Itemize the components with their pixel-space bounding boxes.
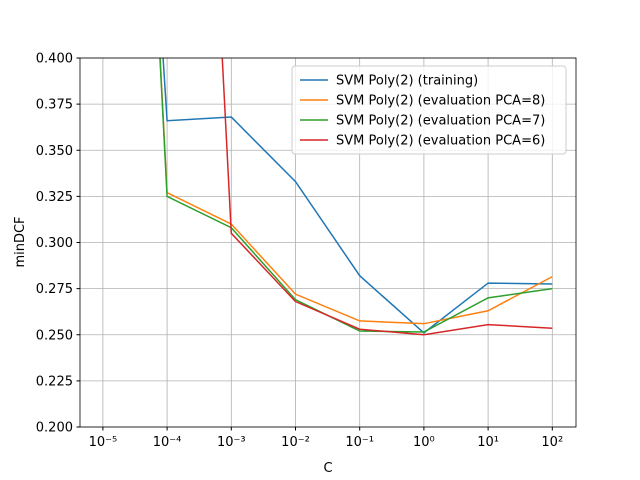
line-series: [159, 58, 553, 333]
y-tick-label: 0.400: [36, 52, 73, 67]
y-tick-label: 0.375: [36, 98, 73, 113]
x-tick-label: 10⁻³: [217, 435, 246, 450]
line-series: [159, 58, 553, 325]
x-tick-label: 10⁻⁵: [89, 435, 118, 450]
plot-lines: [159, 58, 553, 336]
legend-label: SVM Poly(2) (evaluation PCA=8): [336, 94, 545, 109]
x-tick-label: 10¹: [477, 435, 499, 450]
y-tick-label: 0.200: [36, 421, 73, 436]
legend-label: SVM Poly(2) (training): [336, 74, 478, 89]
legend-label: SVM Poly(2) (evaluation PCA=6): [336, 134, 545, 149]
axes-frame: [79, 57, 577, 428]
x-tick-label: 10⁻⁴: [153, 435, 182, 450]
x-tick-label: 10⁻²: [281, 435, 310, 450]
legend-label: SVM Poly(2) (evaluation PCA=7): [336, 114, 545, 129]
y-tick-label: 0.250: [36, 328, 73, 343]
x-tick-label: 10⁻¹: [345, 435, 374, 450]
x-tick-label: 10²: [541, 435, 563, 450]
line-series: [221, 58, 553, 336]
y-tick-label: 0.350: [36, 144, 73, 159]
y-tick-label: 0.275: [36, 282, 73, 297]
line-series: [162, 58, 553, 334]
x-tick-label: 10⁰: [413, 435, 435, 450]
y-tick-label: 0.325: [36, 190, 73, 205]
y-tick-label: 0.225: [36, 374, 73, 389]
y-axis-label: minDCF: [13, 216, 28, 267]
legend-box: [291, 65, 567, 155]
y-tick-label: 0.300: [36, 236, 73, 251]
x-axis-label: C: [323, 461, 332, 476]
